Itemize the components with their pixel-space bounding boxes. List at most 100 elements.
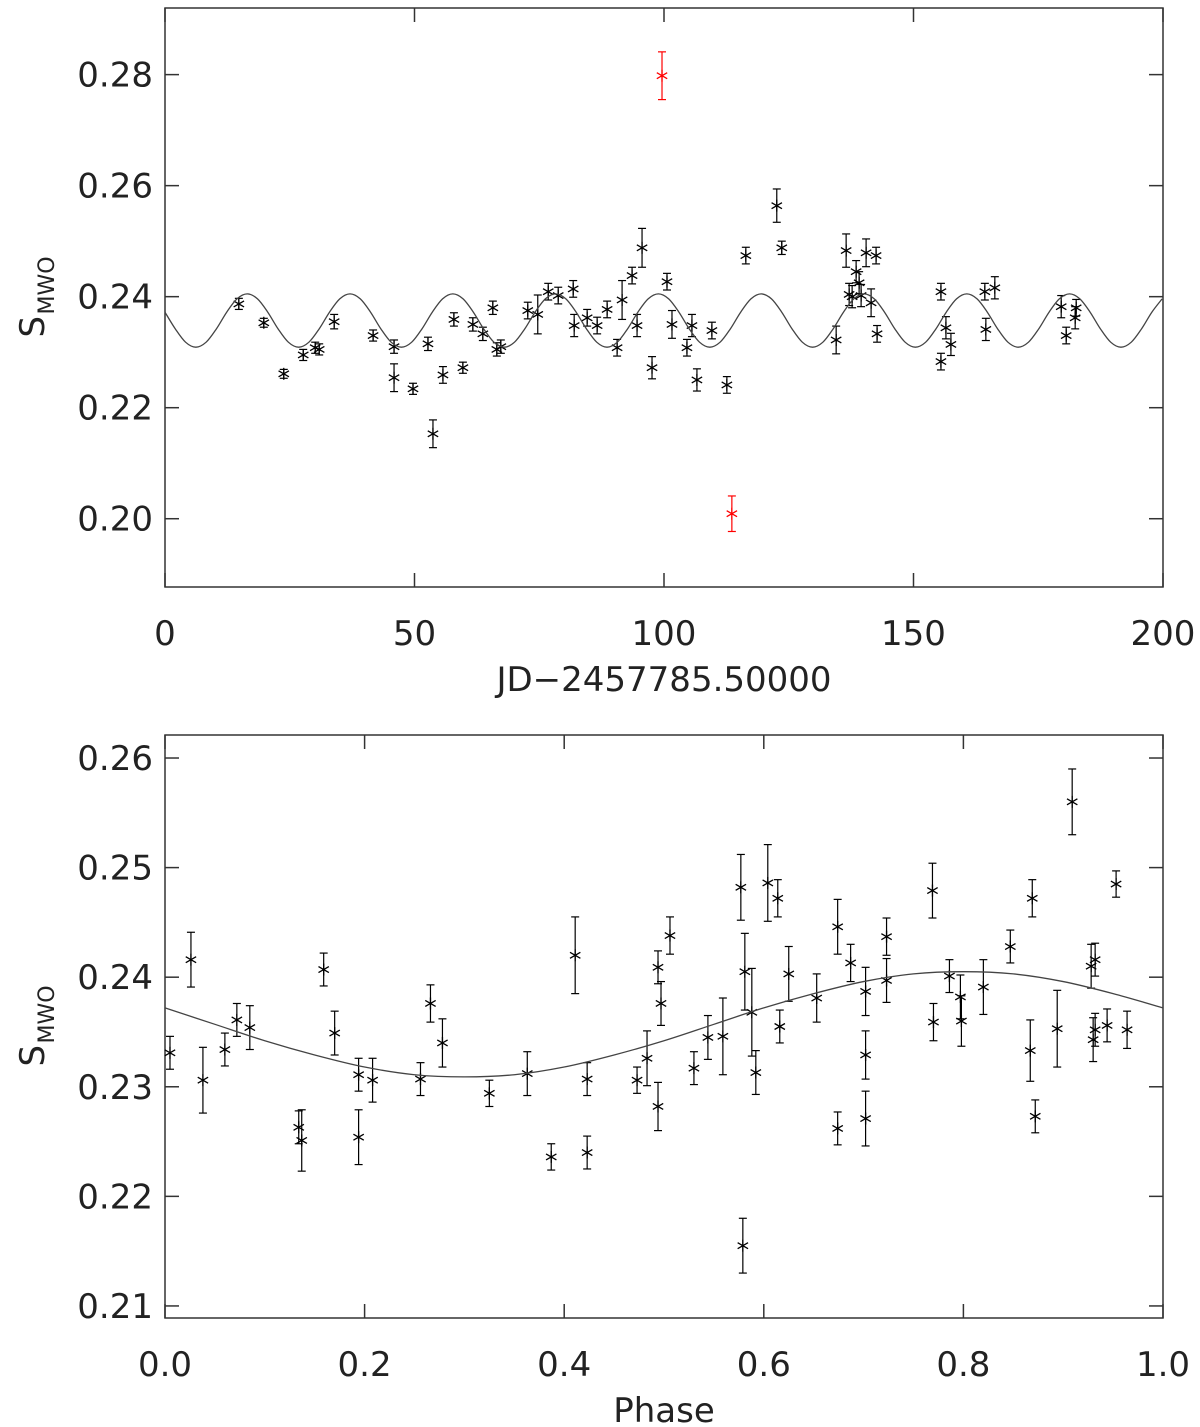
- marker-arm: [935, 288, 947, 296]
- marker-arm: [569, 951, 581, 959]
- x-axis-title: Phase: [613, 1391, 715, 1427]
- marker-arm: [318, 965, 330, 974]
- data-point: [686, 319, 698, 332]
- data-point: [258, 316, 270, 329]
- data-point: [840, 244, 852, 257]
- y-axis-title-main: S: [13, 316, 53, 338]
- y-axis-title-sub: MWO: [35, 985, 60, 1043]
- marker-arm: [691, 376, 703, 384]
- data-point: [567, 282, 579, 295]
- marker-arm: [652, 963, 664, 971]
- marker-arm: [656, 72, 668, 80]
- data-point: [750, 1066, 762, 1079]
- data-point: [353, 1131, 365, 1144]
- marker-arm: [762, 879, 774, 887]
- marker-arm: [367, 331, 379, 340]
- y-tick-label: 0.24: [77, 958, 153, 998]
- marker-arm: [1089, 956, 1101, 964]
- data-point: [1066, 795, 1078, 808]
- marker-arm: [661, 278, 673, 286]
- data-point: [1110, 878, 1122, 891]
- marker-arm: [655, 999, 667, 1008]
- x-tick-label: 0: [154, 614, 176, 654]
- data-point: [935, 355, 947, 368]
- marker-arm: [219, 1045, 231, 1054]
- data-point: [845, 956, 857, 969]
- fit-curve: [164, 293, 1163, 348]
- data-point: [601, 303, 613, 316]
- data-point: [185, 953, 197, 966]
- marker-arm: [776, 244, 788, 252]
- data-point: [652, 961, 664, 974]
- data-point: [762, 876, 774, 889]
- y-tick-label: 0.20: [77, 500, 153, 540]
- data-point: [706, 324, 718, 337]
- data-point: [865, 296, 877, 309]
- marker-arm: [313, 345, 325, 353]
- data-point: [935, 285, 947, 298]
- data-point: [483, 1087, 495, 1100]
- data-point: [979, 285, 991, 298]
- marker-arm: [185, 956, 197, 964]
- x-tick-label: 0.8: [936, 1345, 990, 1385]
- data-point: [977, 981, 989, 994]
- marker-arm: [726, 510, 738, 518]
- marker-arm: [296, 1136, 308, 1145]
- data-point: [771, 199, 783, 212]
- marker-arm: [197, 1076, 209, 1084]
- data-point: [688, 1062, 700, 1075]
- data-point: [568, 319, 580, 332]
- data-point: [830, 333, 842, 346]
- marker-arm: [750, 1068, 762, 1077]
- data-point: [611, 341, 623, 354]
- data-point: [666, 318, 678, 331]
- y-tick-label: 0.22: [77, 389, 153, 429]
- x-tick-label: 200: [1131, 614, 1196, 654]
- marker-arm: [457, 364, 469, 372]
- y-tick-label: 0.26: [77, 739, 153, 779]
- data-point: [407, 382, 419, 395]
- marker-arm: [591, 321, 603, 330]
- marker-arm: [664, 931, 676, 940]
- marker-arm: [717, 1032, 729, 1040]
- data-point: [522, 304, 534, 317]
- x-tick-label: 100: [632, 614, 697, 654]
- marker-arm: [871, 330, 883, 338]
- marker-arm: [414, 1075, 427, 1083]
- data-point: [1026, 892, 1038, 905]
- data-point: [422, 337, 434, 350]
- data-point: [655, 997, 667, 1010]
- marker-arm: [328, 318, 340, 326]
- data-point: [926, 884, 938, 897]
- marker-arm: [636, 244, 648, 252]
- data-point: [328, 315, 340, 328]
- data-point: [631, 1074, 643, 1087]
- marker-arm: [581, 1148, 593, 1157]
- data-point: [661, 275, 673, 288]
- marker-arm: [1070, 304, 1082, 312]
- data-point: [664, 929, 676, 942]
- data-point: [726, 507, 738, 520]
- plot-frame: [164, 7, 1164, 588]
- marker-arm: [881, 976, 893, 985]
- x-tick-label: 150: [881, 614, 946, 654]
- data-point: [581, 1146, 593, 1159]
- data-point: [691, 373, 703, 386]
- data-point: [954, 990, 966, 1003]
- marker-arm: [771, 202, 783, 210]
- data-point: [437, 368, 449, 381]
- data-point: [457, 361, 469, 374]
- x-tick-label: 0.6: [737, 1345, 791, 1385]
- marker-arm: [772, 894, 784, 902]
- data-point: [1087, 1033, 1099, 1046]
- data-point: [774, 1020, 786, 1033]
- data-point: [1060, 329, 1072, 342]
- data-point: [940, 321, 952, 334]
- fit-curve: [164, 971, 1164, 1078]
- data-point: [681, 341, 693, 354]
- marker-arm: [407, 385, 419, 393]
- marker-arm: [860, 1114, 872, 1123]
- marker-arm: [427, 430, 439, 438]
- marker-arm: [568, 321, 580, 330]
